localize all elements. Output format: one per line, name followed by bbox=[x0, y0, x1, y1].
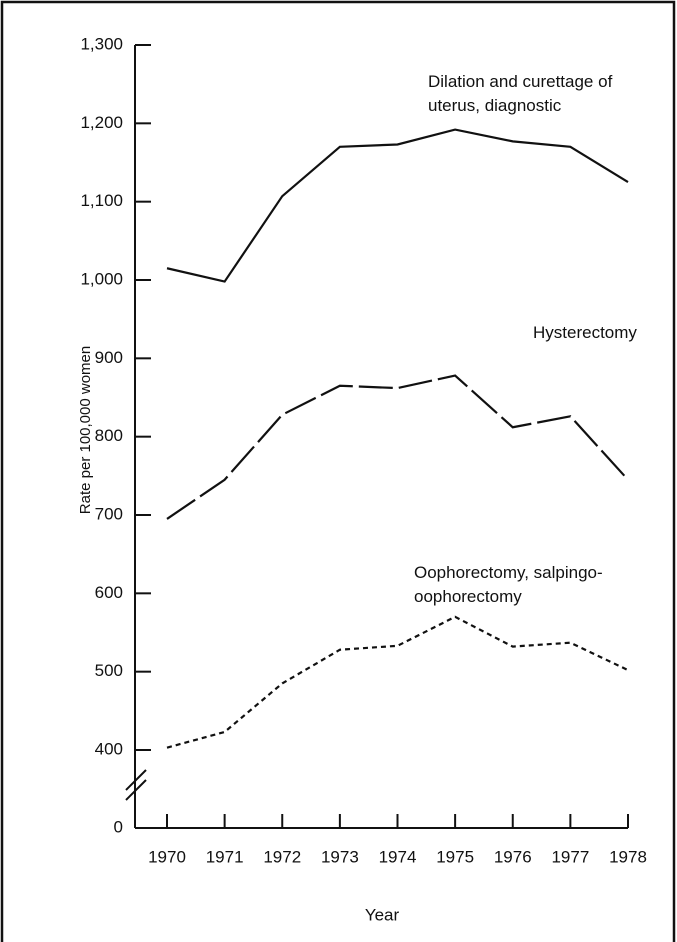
y-tick-label: 600 bbox=[95, 583, 123, 602]
series-line bbox=[166, 128, 629, 283]
y-tick-label: 1,200 bbox=[80, 113, 123, 132]
y-tick-label: 1,100 bbox=[80, 191, 123, 210]
y-tick-label: 800 bbox=[95, 426, 123, 445]
series-line bbox=[166, 374, 629, 520]
series-label: Dilation and curettage of uterus, diagno… bbox=[428, 72, 613, 115]
series-label: Oophorectomy, salpingo-oophorectomy bbox=[414, 563, 603, 606]
x-tick-label: 1975 bbox=[436, 847, 474, 866]
x-tick-label: 1971 bbox=[206, 847, 244, 866]
y-axis-label: Rate per 100,000 women bbox=[77, 346, 94, 514]
x-tick-label: 1970 bbox=[148, 847, 186, 866]
y-tick-label: 700 bbox=[95, 504, 123, 523]
y-tick-label: 1,000 bbox=[80, 269, 123, 288]
x-axis-label: Year bbox=[365, 905, 400, 924]
y-tick-label: 900 bbox=[95, 348, 123, 367]
y-tick-label: 0 bbox=[114, 817, 123, 836]
x-tick-label: 1974 bbox=[379, 847, 417, 866]
series-line bbox=[166, 615, 629, 749]
x-tick-label: 1973 bbox=[321, 847, 359, 866]
x-tick-label: 1976 bbox=[494, 847, 532, 866]
y-tick-label: 500 bbox=[95, 661, 123, 680]
x-tick-label: 1972 bbox=[263, 847, 301, 866]
y-tick-label: 400 bbox=[95, 739, 123, 758]
x-tick-label: 1977 bbox=[551, 847, 589, 866]
series-label: Hysterectomy bbox=[533, 323, 637, 342]
y-tick-label: 1,300 bbox=[80, 34, 123, 53]
x-tick-label: 1978 bbox=[609, 847, 647, 866]
